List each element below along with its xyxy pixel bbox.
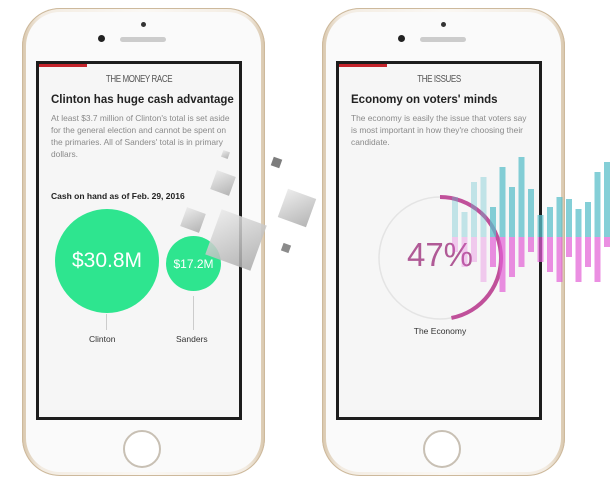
card-description: At least $3.7 million of Clinton's total… <box>51 113 230 159</box>
phone-right: THE ISSUES Economy on voters' minds The … <box>322 8 565 476</box>
sensor <box>141 22 146 27</box>
decorative-bar <box>585 237 591 267</box>
bubble-clinton: $30.8M <box>55 209 159 313</box>
decorative-bar <box>604 237 610 247</box>
section-kicker: THE ISSUES <box>417 74 461 85</box>
section-kicker: THE MONEY RACE <box>105 74 173 85</box>
home-button[interactable] <box>123 430 161 468</box>
bubble-label-clinton: Clinton <box>89 334 116 344</box>
chart-subtitle: Cash on hand as of Feb. 29, 2016 <box>51 191 185 201</box>
screen: THE ISSUES Economy on voters' minds The … <box>336 61 542 420</box>
gauge-value: 47% <box>406 236 474 273</box>
progress-indicator <box>339 64 387 67</box>
speaker-grille <box>420 37 466 42</box>
gauge-label: The Economy <box>413 326 467 336</box>
decorative-bar <box>575 209 582 237</box>
bubble-value: $17.2M <box>173 256 214 271</box>
sensor <box>441 22 446 27</box>
screen: THE MONEY RACE Clinton has huge cash adv… <box>36 61 242 420</box>
decorative-bar <box>566 237 572 257</box>
front-camera <box>398 35 405 42</box>
home-button[interactable] <box>423 430 461 468</box>
gauge-ring <box>378 195 503 320</box>
card-title: Economy on voters' minds <box>351 94 498 106</box>
decorative-bar <box>566 199 572 237</box>
decorative-cube <box>270 156 283 169</box>
progress-indicator <box>39 64 87 67</box>
decorative-cube <box>277 188 317 228</box>
front-camera <box>98 35 105 42</box>
decorative-bar <box>585 202 591 237</box>
card-title: Clinton has huge cash advantage <box>51 94 234 106</box>
decorative-cube <box>280 242 292 254</box>
decorative-bar <box>604 162 610 237</box>
card-description: The economy is easily the issue that vot… <box>351 113 527 147</box>
bubble-label-sanders: Sanders <box>176 334 208 344</box>
decorative-bar <box>575 237 582 282</box>
speaker-grille <box>120 37 166 42</box>
decorative-bar <box>594 172 601 237</box>
decorative-bar <box>594 237 601 282</box>
bubble-value: $30.8M <box>71 249 143 272</box>
